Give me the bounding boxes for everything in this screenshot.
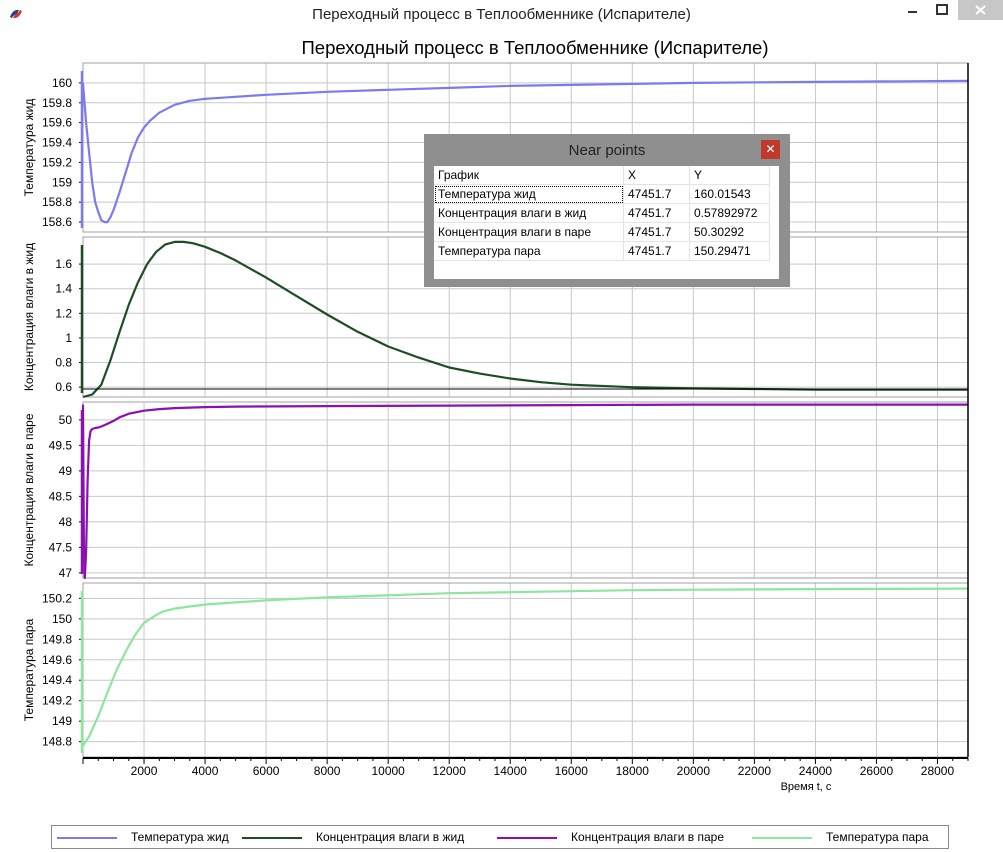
chart-legend: Температура жид Концентрация влаги в жид… [51,825,949,849]
y-tick-label: 159.2 [42,155,72,169]
grid-cell[interactable]: 47451.7 [623,222,690,242]
grid-row[interactable]: Температура пара 47451.7 150.29471 [434,241,770,261]
grid-cell[interactable]: Температура жид [434,184,624,204]
x-axis-label: Время t, с [781,781,832,793]
x-tick-label: 4000 [192,764,219,778]
y-tick-label: 159.8 [42,96,72,110]
x-tick-label: 14000 [494,764,528,778]
y-tick-label: 150 [52,612,72,626]
grid-header-cell[interactable]: График [434,166,624,185]
maximize-button[interactable] [928,0,958,20]
y-tick-label: 148.8 [42,735,72,749]
y-axis-label: Концентрация влаги в жид [22,243,36,391]
x-tick-label: 22000 [738,764,772,778]
close-button[interactable] [958,0,1003,20]
grid-cell[interactable]: 150.29471 [689,241,770,261]
series-line[interactable] [81,79,969,224]
y-tick-label: 47.5 [49,540,73,554]
close-icon: ✕ [765,142,776,156]
y-tick-label: 158.8 [42,195,72,209]
title-bar: Переходный процесс в Теплообменнике (Исп… [0,0,1003,28]
near-points-close-button[interactable]: ✕ [761,140,780,159]
y-tick-label: 149.6 [42,653,72,667]
x-tick-label: 16000 [555,764,589,778]
legend-item-liquid-moisture: Концентрация влаги в жид [242,826,464,848]
y-axis-label: Концентрация влаги в паре [22,413,36,566]
maximize-icon [936,4,948,15]
y-tick-label: 49 [59,464,73,478]
legend-swatch [242,836,302,839]
y-tick-label: 159.6 [42,116,72,130]
near-points-title: Near points [568,142,646,159]
grid-row[interactable]: Концентрация влаги в жид 47451.7 0.57892… [434,203,770,223]
grid-cell[interactable]: 50.30292 [689,222,770,242]
grid-cell[interactable]: Концентрация влаги в жид [434,203,624,223]
window-title: Переходный процесс в Теплообменнике (Исп… [312,6,691,23]
y-tick-label: 149.8 [42,632,72,646]
x-tick-label: 28000 [921,764,955,778]
grid-cell[interactable]: Температура пара [434,241,624,261]
legend-swatch [497,836,557,839]
grid-cell[interactable]: 47451.7 [623,184,690,204]
grid-cell[interactable]: 0.57892972 [689,203,770,223]
y-tick-label: 1.6 [55,257,72,271]
close-icon [975,5,986,15]
y-tick-label: 0.8 [55,356,72,370]
y-tick-label: 160 [52,76,72,90]
grid-cell[interactable]: Концентрация влаги в паре [434,222,624,242]
y-tick-label: 1.2 [55,306,72,320]
window-left-frame [0,28,8,852]
legend-swatch [752,836,812,839]
y-tick-label: 49.5 [49,438,73,452]
chart-title: Переходный процесс в Теплообменнике (Исп… [301,37,769,58]
near-points-grid[interactable]: График X Y Температура жид 47451.7 160.0… [434,166,779,279]
y-axis-label: Температура пара [22,618,36,721]
series-line[interactable] [81,403,968,580]
x-tick-label: 18000 [616,764,650,778]
x-tick-label: 10000 [371,764,405,778]
y-tick-label: 159 [52,175,72,189]
grid-header-cell[interactable]: X [623,166,690,185]
y-tick-label: 48.5 [49,489,73,503]
grid-cell[interactable]: 47451.7 [623,241,690,261]
grid-header-cell[interactable]: Y [689,166,770,185]
y-tick-label: 48 [59,515,73,529]
y-tick-label: 149.4 [42,673,72,687]
grid-cell[interactable]: 160.01543 [689,184,770,204]
x-tick-label: 26000 [860,764,894,778]
grid-cell[interactable]: 47451.7 [623,203,690,223]
x-tick-label: 20000 [677,764,711,778]
x-tick-label: 6000 [253,764,280,778]
y-tick-label: 159.4 [42,136,72,150]
legend-item-steam-temp: Температура пара [752,826,929,848]
minimize-button[interactable] [898,0,928,20]
x-tick-label: 2000 [131,764,158,778]
grid-header-row: График X Y [434,166,770,185]
minimize-icon [908,11,917,13]
x-tick-label: 8000 [314,764,341,778]
y-tick-label: 50 [59,413,73,427]
y-tick-label: 149 [52,714,72,728]
x-tick-label: 12000 [433,764,467,778]
legend-item-liquid-temp: Температура жид [57,826,229,848]
legend-swatch [57,836,117,839]
y-tick-label: 158.6 [42,215,72,229]
grid-row[interactable]: Температура жид 47451.7 160.01543 [434,184,770,204]
x-tick-label: 24000 [799,764,833,778]
y-tick-label: 149.2 [42,694,72,708]
grid-row[interactable]: Концентрация влаги в паре 47451.7 50.302… [434,222,770,242]
series-line[interactable] [82,240,968,399]
y-axis-label: Температура жид [22,99,36,197]
series-line[interactable] [82,587,969,747]
y-tick-label: 0.6 [55,380,72,394]
y-tick-label: 47 [59,566,73,580]
y-tick-label: 150.2 [42,591,72,605]
y-tick-label: 1 [65,331,72,345]
app-logo-icon [10,9,22,19]
legend-item-steam-moisture: Концентрация влаги в паре [497,826,724,848]
near-points-window[interactable]: Near points ✕ График X Y Температура жид… [424,134,790,287]
y-tick-label: 1.4 [55,282,72,296]
